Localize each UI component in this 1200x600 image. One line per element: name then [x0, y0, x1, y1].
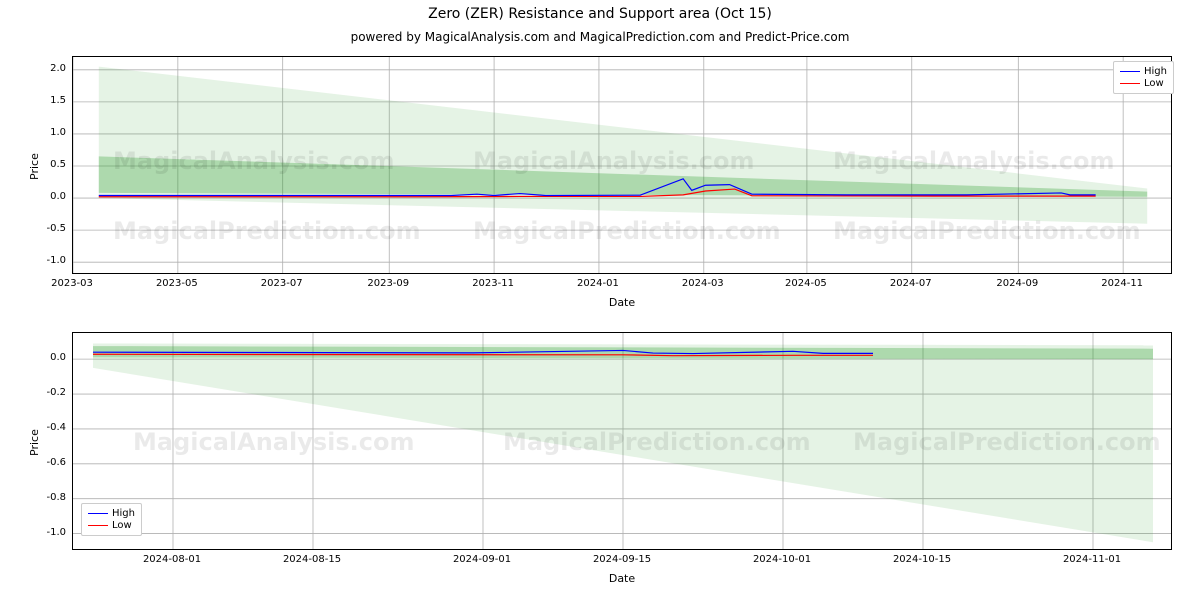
ytick-label: -1.0 [46, 527, 66, 538]
bottom-plot-svg [73, 333, 1171, 549]
legend-swatch-low [1120, 83, 1140, 84]
xtick-label: 2024-09 [996, 278, 1038, 289]
legend-swatch-high [88, 513, 108, 514]
legend-label-low: Low [112, 520, 132, 531]
bottom-chart: High Low MagicalAnalysis.comMagicalPredi… [72, 332, 1172, 550]
legend-item-high: High [1120, 66, 1167, 77]
xtick-label: 2024-09-01 [453, 554, 511, 565]
ytick-label: -0.8 [46, 492, 66, 503]
bottom-ylabel: Price [28, 429, 41, 456]
ytick-label: 0.0 [50, 352, 66, 363]
ytick-label: -1.0 [46, 255, 66, 266]
top-chart: High Low MagicalAnalysis.comMagicalAnaly… [72, 56, 1172, 274]
ytick-label: 2.0 [50, 63, 66, 74]
ytick-label: -0.5 [46, 223, 66, 234]
ytick-label: 0.5 [50, 159, 66, 170]
figure: Zero (ZER) Resistance and Support area (… [0, 0, 1200, 600]
legend-swatch-low [88, 525, 108, 526]
ytick-label: -0.4 [46, 422, 66, 433]
ytick-label: 0.0 [50, 191, 66, 202]
legend-item-low: Low [88, 520, 135, 531]
top-xlabel: Date [72, 296, 1172, 309]
xtick-label: 2023-09 [367, 278, 409, 289]
ytick-label: 1.5 [50, 95, 66, 106]
xtick-label: 2024-11 [1101, 278, 1143, 289]
xtick-label: 2023-05 [156, 278, 198, 289]
xtick-label: 2024-08-15 [283, 554, 341, 565]
ytick-label: -0.6 [46, 457, 66, 468]
top-ylabel: Price [28, 153, 41, 180]
legend-label-low: Low [1144, 78, 1164, 89]
ytick-label: 1.0 [50, 127, 66, 138]
top-legend: High Low [1113, 61, 1174, 94]
xtick-label: 2024-08-01 [143, 554, 201, 565]
legend-item-low: Low [1120, 78, 1167, 89]
xtick-label: 2024-09-15 [593, 554, 651, 565]
xtick-label: 2024-11-01 [1063, 554, 1121, 565]
xtick-label: 2023-11 [472, 278, 514, 289]
xtick-label: 2024-10-01 [753, 554, 811, 565]
legend-label-high: High [112, 508, 135, 519]
bottom-legend: High Low [81, 503, 142, 536]
legend-swatch-high [1120, 71, 1140, 72]
chart-subtitle: powered by MagicalAnalysis.com and Magic… [0, 30, 1200, 44]
legend-item-high: High [88, 508, 135, 519]
xtick-label: 2023-03 [51, 278, 93, 289]
ytick-label: -0.2 [46, 387, 66, 398]
xtick-label: 2024-10-15 [893, 554, 951, 565]
xtick-label: 2024-03 [682, 278, 724, 289]
chart-title: Zero (ZER) Resistance and Support area (… [0, 6, 1200, 22]
xtick-label: 2023-07 [261, 278, 303, 289]
xtick-label: 2024-01 [577, 278, 619, 289]
xtick-label: 2024-05 [785, 278, 827, 289]
xtick-label: 2024-07 [890, 278, 932, 289]
bottom-xlabel: Date [72, 572, 1172, 585]
legend-label-high: High [1144, 66, 1167, 77]
top-plot-svg [73, 57, 1171, 273]
